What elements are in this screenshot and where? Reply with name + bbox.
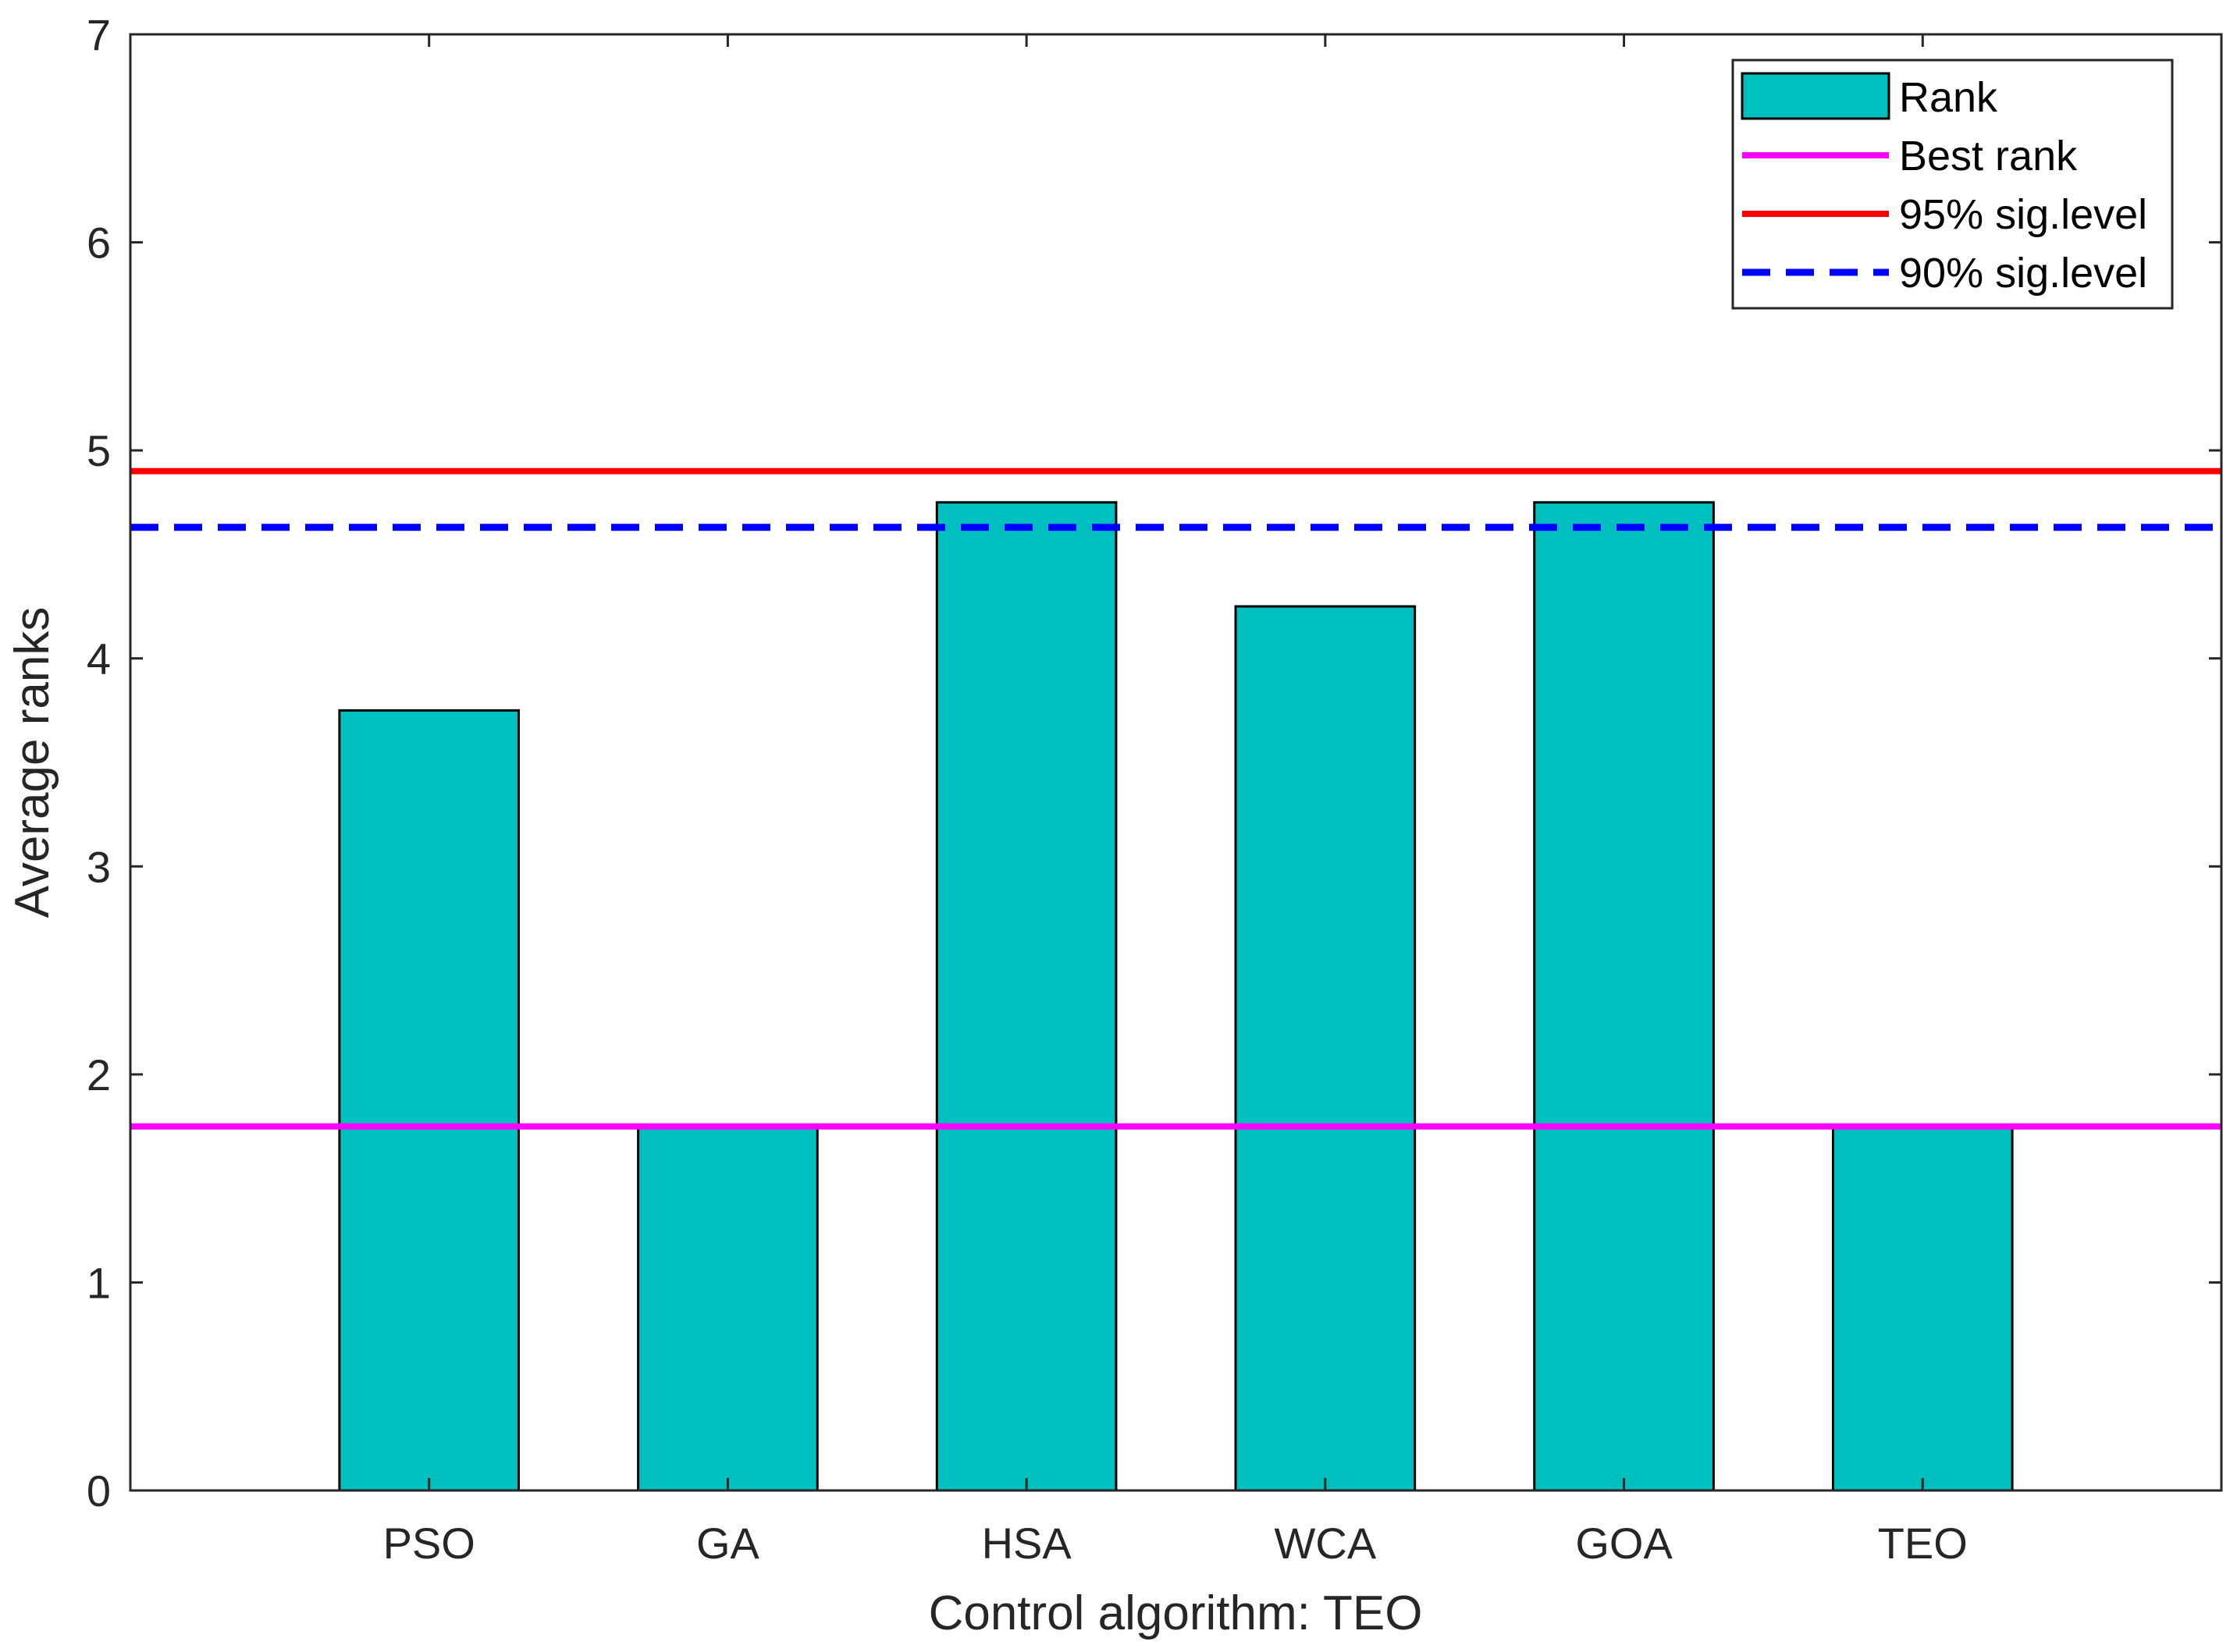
legend-swatch-rank bbox=[1741, 72, 1890, 120]
x-tick-label-hsa: HSA bbox=[982, 1519, 1072, 1568]
y-tick-label-1: 1 bbox=[87, 1258, 111, 1307]
y-tick-label-0: 0 bbox=[87, 1466, 111, 1515]
bar-hsa bbox=[935, 501, 1118, 1492]
bars-group bbox=[338, 501, 2014, 1492]
y-tick-label-4: 4 bbox=[87, 634, 111, 684]
x-tick-label-wca: WCA bbox=[1275, 1519, 1377, 1568]
bar-pso bbox=[338, 709, 521, 1492]
x-tick-label-pso: PSO bbox=[383, 1519, 475, 1568]
y-axis-label: Average ranks bbox=[5, 607, 59, 918]
legend-label-best-rank: Best rank bbox=[1899, 133, 2078, 179]
y-tick-label-2: 2 bbox=[87, 1050, 111, 1100]
y-tick-label-6: 6 bbox=[87, 218, 111, 268]
plot-frame bbox=[129, 33, 2223, 1492]
x-tick-label-ga: GA bbox=[696, 1519, 760, 1568]
bar-goa bbox=[1533, 501, 1715, 1492]
y-tick-label-5: 5 bbox=[87, 426, 111, 475]
legend-label-95-sig-level: 95% sig.level bbox=[1899, 191, 2147, 238]
legend: Rank Best rank 95% sig.level 90% sig.lev… bbox=[1731, 59, 2174, 310]
reference-lines-group bbox=[130, 467, 2221, 1130]
y-axis: 0 1 2 3 4 5 6 7 bbox=[87, 10, 2221, 1515]
x-tick-label-goa: GOA bbox=[1575, 1519, 1673, 1568]
y-tick-label-3: 3 bbox=[87, 842, 111, 891]
bar-wca bbox=[1234, 605, 1417, 1492]
y-tick-label-7: 7 bbox=[87, 10, 111, 59]
legend-label-90-sig-level: 90% sig.level bbox=[1899, 250, 2147, 297]
x-axis: PSO GA HSA WCA GOA TEO bbox=[383, 34, 1968, 1568]
x-axis-label: Control algorithm: TEO bbox=[929, 1586, 1423, 1640]
bar-ga bbox=[637, 1125, 819, 1492]
x-tick-label-teo: TEO bbox=[1878, 1519, 1968, 1568]
bar-teo bbox=[1831, 1125, 2014, 1492]
legend-label-rank: Rank bbox=[1899, 74, 1998, 121]
